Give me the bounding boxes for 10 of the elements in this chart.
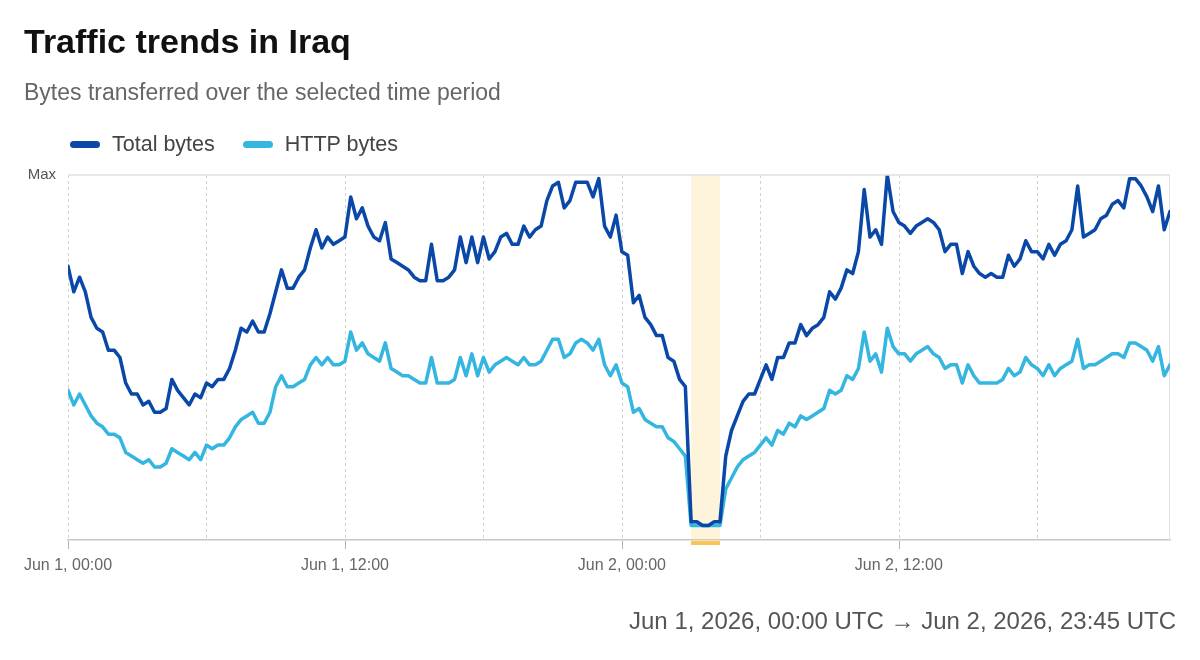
x-tick-label: Jun 1, 12:00 <box>300 556 390 574</box>
legend-label: HTTP bytes <box>284 132 398 157</box>
chart-title: Traffic trends in Iraq <box>24 22 351 61</box>
ref-line-label: Max <box>27 165 57 183</box>
text: Jun 1, 2026, 00:00 UTC → Jun 2, 2026, 23:45 UTC <box>629 607 1176 635</box>
x-tick-label: Jun 2, 12:00 <box>854 556 943 574</box>
legend-label: Total bytes <box>112 132 215 157</box>
chart-subtitle: Bytes transferred over the selected time period <box>24 79 501 106</box>
x-tick-label: Jun 2, 00:00 <box>577 556 667 574</box>
x-tick-label: Jun 1, 00:00 <box>23 556 113 574</box>
